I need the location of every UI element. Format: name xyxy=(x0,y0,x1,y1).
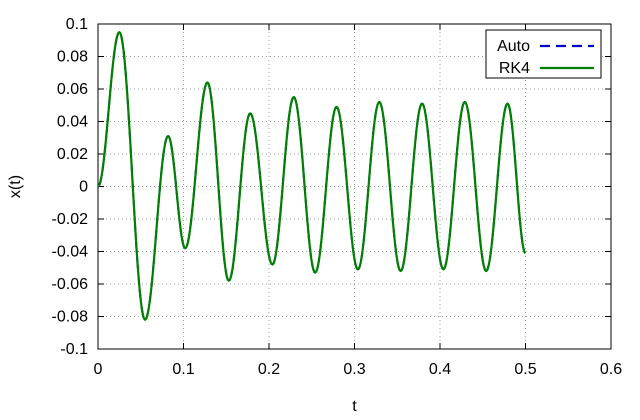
y-tick-label: -0.04 xyxy=(52,244,89,261)
x-tick-label: 0.3 xyxy=(343,361,365,378)
y-tick-label: 0 xyxy=(79,179,88,196)
y-tick-label: -0.08 xyxy=(52,309,89,326)
x-tick-label: 0.5 xyxy=(514,361,536,378)
y-axis-label: x(t) xyxy=(7,175,24,198)
y-tick-label: 0.04 xyxy=(57,114,88,131)
legend-label-rk4: RK4 xyxy=(499,60,530,77)
x-tick-label: 0.1 xyxy=(172,361,194,378)
x-tick-label: 0.2 xyxy=(258,361,280,378)
legend-label-auto: Auto xyxy=(497,38,530,55)
legend: Auto RK4 xyxy=(485,29,602,79)
legend-box xyxy=(485,29,602,79)
series xyxy=(97,31,527,321)
x-tick-label: 0 xyxy=(94,361,103,378)
series-line-auto xyxy=(97,31,527,321)
y-tick-label: -0.02 xyxy=(52,211,89,228)
y-tick-label: 0.02 xyxy=(57,146,88,163)
y-tick-label: 0.1 xyxy=(66,16,88,33)
x-tick-label: 0.4 xyxy=(429,361,451,378)
x-axis-label: t xyxy=(352,398,357,415)
axes: 0 0.1 0.2 0.3 0.4 0.5 0.60.10.080.060.040.020-… xyxy=(52,16,623,378)
series-line-rk4 xyxy=(97,31,527,321)
y-tick-label: 0.08 xyxy=(57,49,88,66)
grid xyxy=(98,24,611,349)
x-tick-label: 0.6 xyxy=(600,361,622,378)
y-tick-label: 0.06 xyxy=(57,81,88,98)
y-tick-label: -0.1 xyxy=(60,341,88,358)
y-tick-label: -0.06 xyxy=(52,276,89,293)
